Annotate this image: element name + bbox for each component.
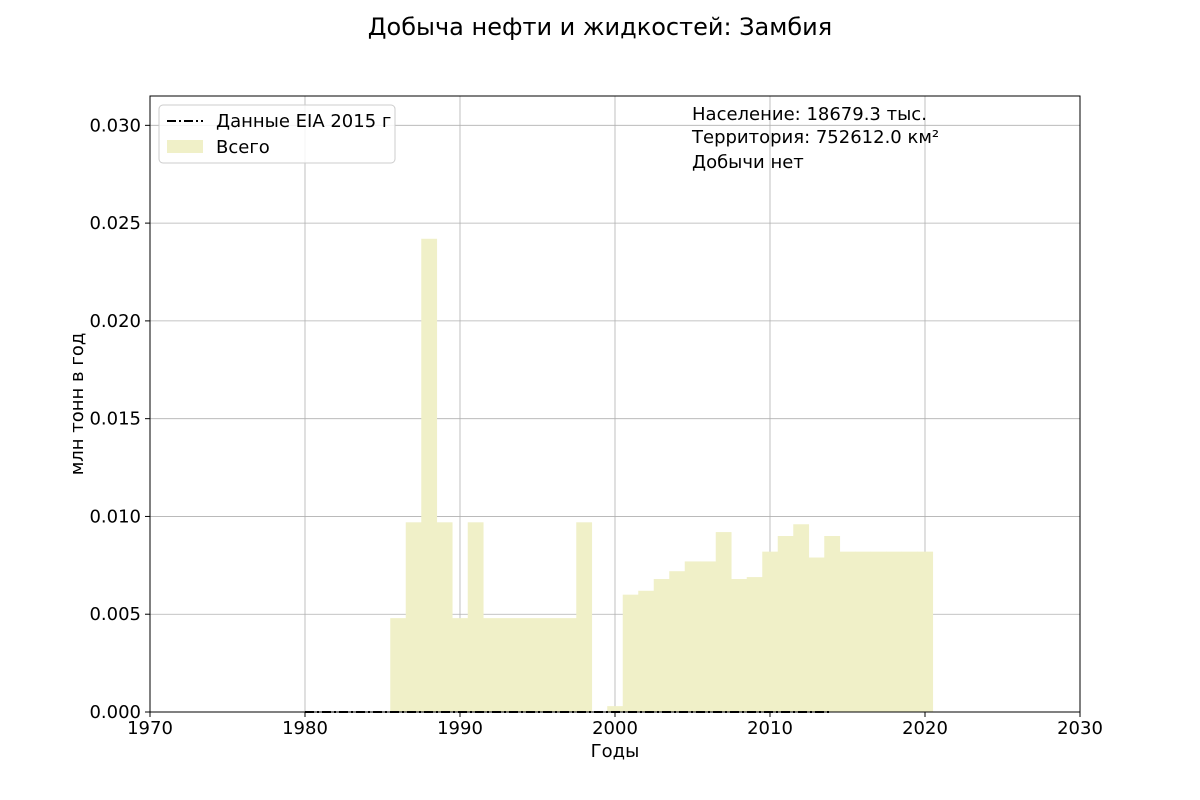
bar-1988	[421, 238, 438, 712]
bar-2015	[839, 551, 856, 712]
bar-2004	[669, 571, 686, 712]
y-axis-ticks: 0.000 0.005 0.010 0.015 0.020 0.025 0.030	[89, 115, 150, 723]
bars-group	[390, 238, 934, 712]
x-axis-label: Годы	[591, 741, 640, 762]
y-tick-label: 0.015	[89, 409, 141, 430]
bar-1995	[529, 618, 546, 712]
bar-2008	[731, 579, 748, 712]
bar-1996	[545, 618, 562, 712]
bar-2006	[700, 561, 717, 712]
x-tick-label: 2020	[902, 718, 948, 739]
grid-lines	[149, 96, 1081, 713]
bar-1997	[560, 618, 577, 712]
x-tick-label: 2010	[747, 718, 793, 739]
annotation-population: Население: 18679.3 тыс.	[692, 104, 927, 125]
bar-2020	[917, 551, 934, 712]
bar-2011	[777, 536, 794, 712]
x-tick-label: 1970	[127, 718, 173, 739]
bar-1991	[467, 522, 484, 712]
bar-2017	[870, 551, 887, 712]
y-axis-label: млн тонн в год	[67, 333, 88, 476]
bar-1998	[576, 522, 593, 712]
bar-1989	[436, 522, 453, 712]
bar-2012	[793, 524, 810, 712]
bar-2019	[901, 551, 918, 712]
bar-1986	[390, 618, 407, 712]
legend-item-eia: Данные EIA 2015 г	[216, 111, 391, 132]
legend: Данные EIA 2015 г Всего	[158, 104, 396, 164]
bar-2018	[886, 551, 903, 712]
annotation-no-production: Добычи нет	[692, 152, 804, 173]
bar-2001	[622, 594, 639, 712]
y-tick-label: 0.005	[89, 604, 141, 625]
bar-2010	[762, 551, 779, 712]
bar-2003	[653, 579, 670, 712]
y-tick-label: 0.020	[89, 311, 141, 332]
bar-2005	[684, 561, 701, 712]
bar-2009	[746, 577, 763, 712]
y-tick-label: 0.025	[89, 213, 141, 234]
chart-title: Добыча нефти и жидкостей: Замбия	[368, 13, 832, 41]
bar-1993	[498, 618, 515, 712]
bar-2002	[638, 590, 655, 712]
y-tick-label: 0.030	[89, 115, 141, 136]
bar-1987	[405, 522, 422, 712]
x-tick-label: 2000	[592, 718, 638, 739]
x-tick-label: 1990	[437, 718, 483, 739]
legend-box	[158, 104, 396, 164]
bar-2014	[824, 536, 841, 712]
y-tick-label: 0.010	[89, 506, 141, 527]
x-tick-label: 1980	[282, 718, 328, 739]
bar-2016	[855, 551, 872, 712]
annotation-territory: Территория: 752612.0 км²	[691, 127, 939, 148]
y-tick-label: 0.000	[89, 702, 141, 723]
legend-patch-swatch	[167, 140, 203, 153]
annotations: Население: 18679.3 тыс. Территория: 7526…	[691, 104, 939, 173]
legend-item-total: Всего	[216, 137, 270, 158]
x-tick-label: 2030	[1057, 718, 1103, 739]
x-axis-ticks: 1970 1980 1990 2000 2010 2020 2030	[127, 712, 1103, 739]
bar-1990	[452, 618, 469, 712]
bar-2013	[808, 557, 825, 712]
bar-1992	[483, 618, 500, 712]
bar-2000	[607, 706, 624, 712]
bar-2007	[715, 532, 732, 712]
bar-1994	[514, 618, 531, 712]
